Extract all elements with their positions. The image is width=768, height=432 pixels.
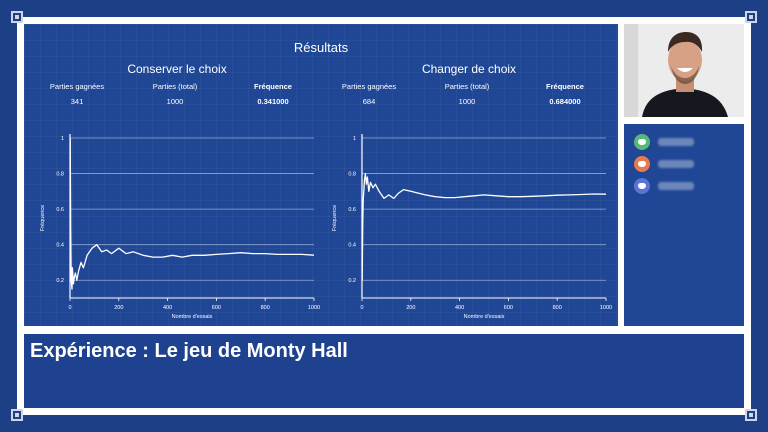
y-axis-label: Fréquence [40,205,46,231]
stat-games-won: Parties gagnées 341 [49,82,105,106]
x-tick-label: 200 [406,305,415,311]
panel-title: Changer de choix [421,62,517,76]
frequency-line-chart: 0.2 0.4 0.6 0.8 1 0 200 400 600 800 1000 Nombre d'e… [332,134,612,320]
y-tick-label: 0.2 [56,278,64,284]
participant-row [634,134,734,150]
participants-panel [624,124,744,326]
series-line [361,172,607,281]
participant-name-blurred [658,160,694,168]
x-tick-label: 400 [163,305,172,311]
presenter-face [668,39,702,81]
x-axis-label: Nombre d'essais [464,314,505,320]
frame-corner [745,11,757,23]
series-line [69,137,315,290]
webcam-feed [624,24,744,117]
y-tick-label: 0.8 [348,172,356,178]
presenter-smile [677,68,693,72]
shared-screen: Résultats Conserver le choix Parties gag… [24,24,618,326]
results-title: Résultats [293,40,349,55]
presenter-video [624,24,744,117]
x-tick-label: 0 [68,305,71,311]
y-tick-label: 0.2 [348,278,356,284]
presenter-hair [668,32,703,52]
discord-icon [634,134,650,150]
y-tick-label: 0.4 [348,243,356,249]
x-tick-label: 600 [212,305,221,311]
x-tick-label: 1000 [600,305,612,311]
y-tick-label: 1 [61,136,64,142]
y-tick-label: 0.6 [348,207,356,213]
caption-banner: Expérience : Le jeu de Monty Hall [24,334,744,408]
panel-title: Conserver le choix [127,62,227,76]
stat-games-total: Parties (total) 1000 [152,82,198,106]
x-tick-label: 400 [455,305,464,311]
y-tick-label: 0.4 [56,243,64,249]
stat-frequency: Fréquence 0.341000 [254,82,292,106]
stat-games-won: Parties gagnées 684 [341,82,397,106]
frequency-line-chart: 0.2 0.4 0.6 0.8 1 0 200 400 600 800 1000 Nombre d'e… [40,134,320,320]
participant-name-blurred [658,182,694,190]
participant-row [634,178,734,194]
stat-games-total: Parties (total) 1000 [444,82,490,106]
frame-corner [745,409,757,421]
x-tick-label: 1000 [308,305,320,311]
y-tick-label: 0.8 [56,172,64,178]
caption-title: Expérience : Le jeu de Monty Hall [30,340,348,362]
webcam-wall [624,24,638,117]
x-tick-label: 600 [504,305,513,311]
frame-corner [11,11,23,23]
y-tick-label: 0.6 [56,207,64,213]
x-tick-label: 0 [360,305,363,311]
participant-name-blurred [658,138,694,146]
stat-frequency: Fréquence 0.684000 [546,82,584,106]
y-axis-label: Fréquence [332,205,338,231]
discord-icon [634,156,650,172]
discord-icon [634,178,650,194]
frame-corner [11,409,23,421]
x-tick-label: 800 [261,305,270,311]
x-tick-label: 200 [114,305,123,311]
participant-row [634,156,734,172]
presenter-beard [671,66,699,84]
panel-keep-choice: Conserver le choix Parties gagnées 341 P… [32,60,322,322]
x-axis-label: Nombre d'essais [172,314,213,320]
presenter-shirt [642,88,728,117]
y-tick-label: 1 [353,136,356,142]
x-tick-label: 800 [553,305,562,311]
panel-switch-choice: Changer de choix Parties gagnées 684 Par… [324,60,614,322]
